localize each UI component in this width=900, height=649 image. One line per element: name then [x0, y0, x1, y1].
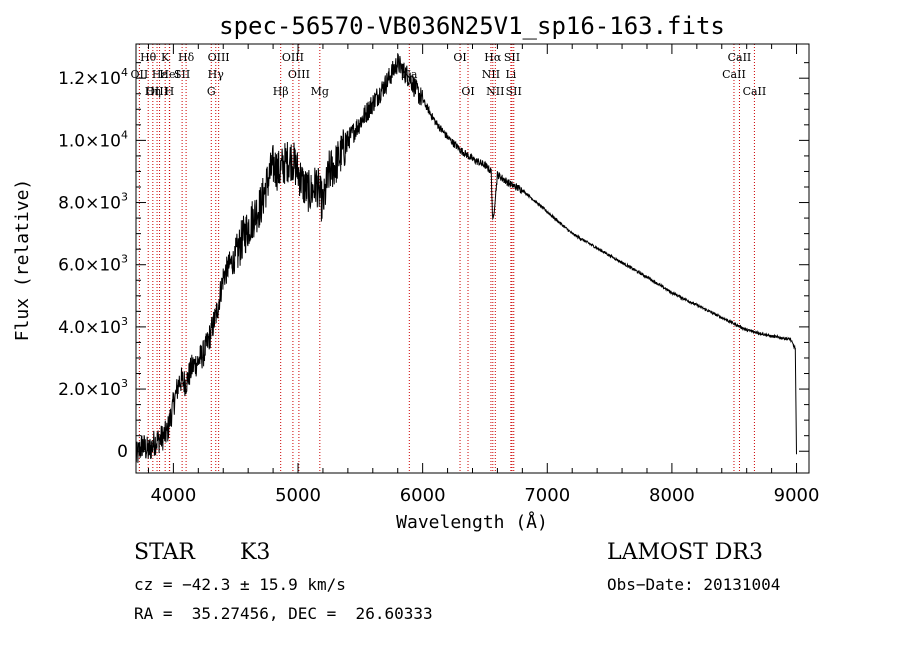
spectral-line-labels: Hθ OII OIII Hε Hη K HeI H Hδ SII OIII Hγ G Hβ OIII OIII… — [131, 51, 767, 98]
line-label-7: H — [165, 85, 175, 98]
survey-name: LAMOST DR3 — [607, 540, 763, 565]
line-label-18: OI — [453, 51, 466, 64]
y-tick-label-4000: 4.0×103 — [58, 315, 128, 338]
x-axis: 4000 5000 6000 7000 8000 9000 — [147, 44, 820, 506]
line-label-0: Hθ — [140, 51, 157, 64]
line-label-25: SII — [506, 85, 522, 98]
y-tick-label-2000: 2.0×103 — [58, 377, 128, 400]
spectral-line-markers — [138, 44, 755, 473]
line-label-8: Hδ — [178, 51, 195, 64]
line-label-10: OIII — [208, 51, 230, 64]
chart-title: spec-56570-VB036N25V1_sp16-163.fits — [219, 12, 725, 40]
line-label-28: CaII — [743, 85, 767, 98]
coordinates: RA = 35.27456, DEC = 26.60333 — [134, 604, 433, 623]
x-tick-label-9000: 9000 — [774, 485, 820, 506]
x-tick-label-4000: 4000 — [150, 485, 196, 506]
line-label-15: OIII — [288, 68, 310, 81]
x-tick-label-8000: 8000 — [649, 485, 695, 506]
y-tick-label-0: 0 — [117, 442, 128, 462]
line-label-9: SII — [174, 68, 190, 81]
y-axis-label: Flux (relative) — [12, 179, 33, 342]
line-label-19: OI — [461, 85, 474, 98]
line-label-13: Hβ — [273, 85, 289, 98]
line-label-16: Mg — [311, 85, 329, 98]
line-label-14: OIII — [282, 51, 304, 64]
y-tick-label-10000: 1.0×104 — [58, 128, 128, 151]
line-label-24: Li — [505, 68, 516, 81]
line-label-22: NII — [486, 85, 504, 98]
line-label-6: HeI — [159, 68, 179, 81]
spectrum-layer — [135, 53, 797, 463]
x-axis-label: Wavelength (Å) — [396, 511, 548, 533]
line-label-5: K — [161, 51, 170, 64]
plot-frame — [135, 43, 810, 474]
x-tick-label-6000: 6000 — [400, 485, 446, 506]
object-class: STAR — [134, 540, 195, 565]
x-tick-label-5000: 5000 — [275, 485, 321, 506]
line-label-27: CaII — [722, 68, 746, 81]
line-label-12: G — [207, 85, 216, 98]
y-tick-label-12000: 1.2×104 — [58, 66, 128, 89]
line-label-2: OIII — [146, 85, 168, 98]
observation-date: Obs−Date: 20131004 — [607, 575, 781, 594]
y-tick-label-6000: 6.0×103 — [58, 253, 128, 276]
spectrum-series — [135, 53, 797, 463]
line-label-3: Hε — [152, 68, 168, 81]
line-label-1: OII — [131, 68, 149, 81]
line-label-21: NII — [482, 68, 500, 81]
line-label-23: SII — [504, 51, 520, 64]
y-tick-label-8000: 8.0×103 — [58, 191, 128, 214]
object-subclass: K3 — [240, 540, 271, 565]
line-label-4: Hη — [145, 85, 161, 98]
line-label-11: Hγ — [208, 68, 225, 81]
line-label-26: CaII — [728, 51, 752, 64]
x-tick-label-7000: 7000 — [524, 485, 570, 506]
line-label-20: Hα — [484, 51, 502, 64]
y-axis: 0 2.0×103 4.0×103 6.0×103 8.0×103 1.0×104 1.2×… — [58, 62, 809, 462]
redshift-cz: cz = −42.3 ± 15.9 km/s — [134, 575, 346, 594]
